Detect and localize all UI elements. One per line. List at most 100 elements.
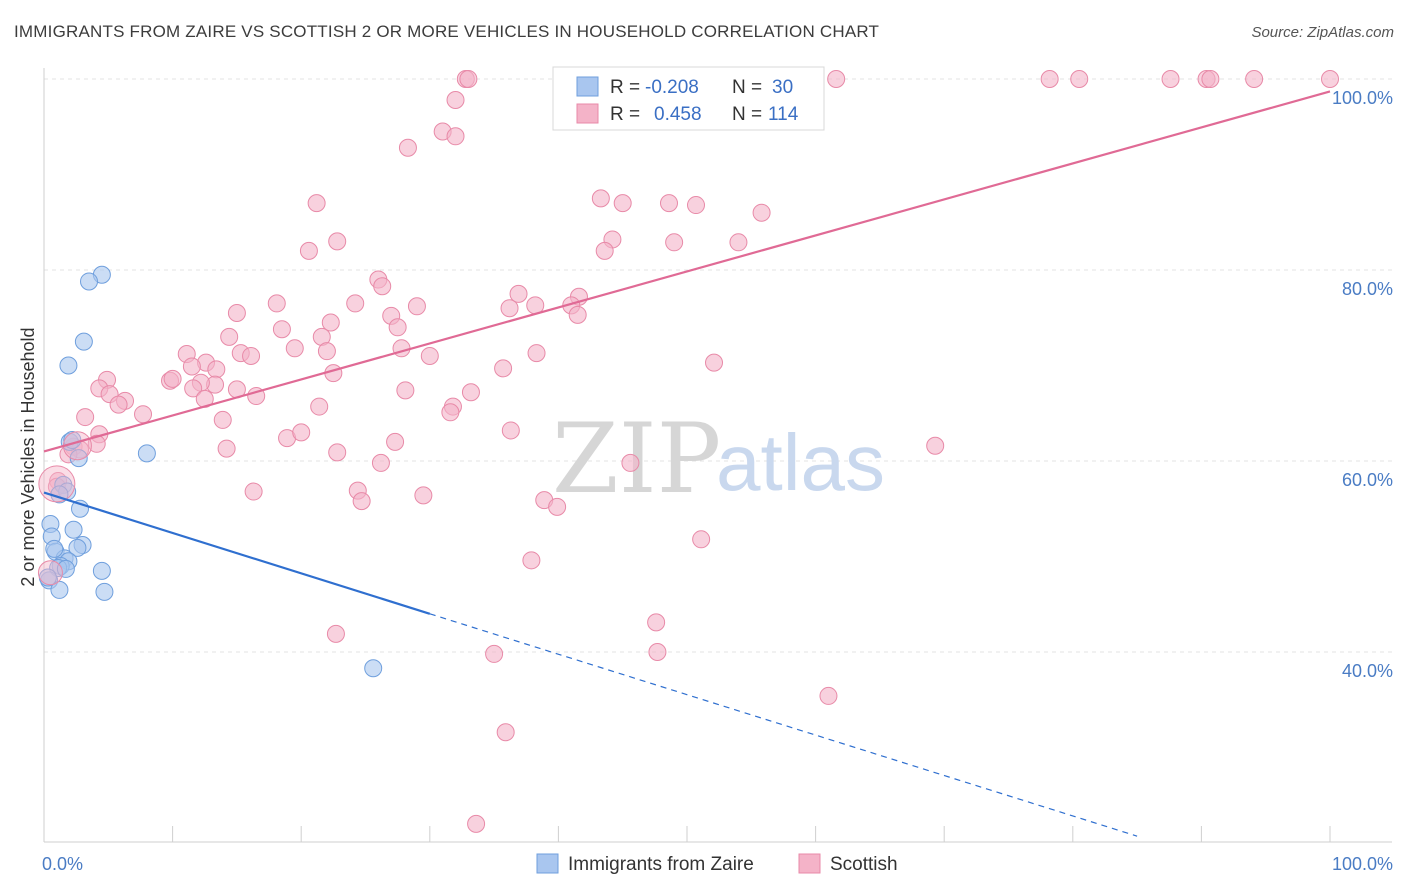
scottish-point: [819, 686, 838, 705]
scottish-point: [659, 194, 678, 213]
zaire-point: [95, 582, 114, 601]
scottish-point: [396, 381, 415, 400]
legend: R = -0.208 N = 30 R = 0.458 N = 114: [552, 66, 825, 131]
scottish-point: [705, 353, 724, 372]
y-axis-title: 2 or more Vehicles in Household: [18, 327, 38, 586]
zaire-point: [92, 561, 111, 580]
scottish-point: [522, 551, 541, 570]
trend-layer: [43, 90, 1331, 837]
scottish-point: [591, 189, 610, 208]
scottish-point: [328, 232, 347, 251]
scottish-point: [373, 277, 392, 296]
zaire-point: [80, 272, 99, 291]
zaire-point: [364, 659, 383, 678]
scottish-point: [207, 360, 226, 379]
scottish-point: [446, 127, 465, 146]
scottish-point: [729, 233, 748, 252]
scottish-point: [414, 486, 433, 505]
legend-n-value-zaire: 30: [772, 77, 793, 98]
scottish-point: [328, 443, 347, 462]
legend-r-label-scottish: R =: [610, 104, 640, 125]
legend-r-value-scottish: 0.458: [654, 104, 702, 125]
scottish-point: [926, 436, 945, 455]
scottish-point: [494, 359, 513, 378]
bottom-legend: Immigrants from Zaire Scottish: [536, 853, 898, 875]
zaire-trend-line: [43, 491, 431, 615]
scottish-point: [346, 294, 365, 313]
zaire-point: [64, 520, 83, 539]
scottish-point: [76, 408, 95, 427]
scottish-point: [500, 299, 519, 318]
scottish-point: [134, 405, 153, 424]
scottish-point: [509, 284, 528, 303]
legend-r-value-zaire: -0.208: [645, 77, 699, 98]
scottish-point: [242, 346, 261, 365]
chart-source: Source: ZipAtlas.com: [1251, 24, 1394, 41]
scottish-point: [109, 395, 128, 414]
legend-swatch-scottish: [576, 103, 599, 124]
scottish-point: [285, 339, 304, 358]
scottish-point: [441, 403, 460, 422]
scottish-point: [568, 305, 587, 324]
scottish-point: [386, 432, 405, 451]
scottish-point: [613, 194, 632, 213]
scottish-point: [292, 423, 311, 442]
scottish-point: [648, 643, 667, 661]
bottom-legend-swatch-scottish: [798, 853, 821, 874]
zaire-point: [45, 539, 64, 558]
y-tick-label: 100.0%: [1332, 88, 1393, 108]
watermark-atlas: atlas: [716, 418, 885, 507]
scottish-point: [321, 313, 340, 332]
scottish-point: [220, 327, 239, 346]
zaire-point: [74, 332, 93, 351]
scottish-point: [310, 397, 329, 416]
y-tick-label: 60.0%: [1342, 470, 1393, 490]
x-tick-label: 0.0%: [42, 854, 83, 874]
legend-r-label-zaire: R =: [610, 77, 640, 98]
zaire-point: [56, 559, 75, 578]
scottish-point: [621, 453, 640, 472]
scottish-point: [299, 241, 318, 260]
scottish-point: [182, 357, 201, 376]
scottish-point: [352, 492, 371, 511]
scottish-point: [501, 421, 520, 440]
scottish-trend-line: [43, 90, 1331, 453]
scottish-point: [420, 346, 439, 365]
legend-n-label-scottish: N =: [732, 104, 762, 125]
scottish-point: [459, 70, 478, 88]
scottish-point: [496, 723, 515, 742]
zaire-point: [68, 538, 87, 557]
scottish-point: [326, 624, 345, 643]
scottish-point: [217, 439, 236, 458]
scottish-point: [244, 482, 263, 501]
scottish-point: [827, 70, 846, 88]
scottish-point: [227, 303, 246, 322]
scottish-point: [1201, 70, 1220, 88]
scottish-point: [1161, 70, 1180, 88]
scottish-point: [595, 241, 614, 260]
axis-layer: 40.0% 60.0% 80.0% 100.0% 0.0% 100.0%: [42, 68, 1393, 874]
scottish-point: [307, 194, 326, 213]
scottish-point: [267, 294, 286, 313]
bottom-legend-swatch-zaire: [536, 853, 559, 874]
scottish-point: [446, 91, 465, 110]
scottish-point: [184, 379, 203, 398]
scottish-point: [213, 410, 232, 429]
scottish-point: [752, 203, 771, 222]
scottish-point: [485, 644, 504, 663]
scottish-point: [467, 814, 486, 833]
y-tick-label: 40.0%: [1342, 661, 1393, 681]
legend-n-label-zaire: N =: [732, 77, 762, 98]
scottish-point: [687, 196, 706, 215]
scottish-point-cluster: [37, 560, 63, 586]
zaire-point: [137, 444, 156, 463]
scottish-point: [392, 339, 411, 358]
zaire-point: [59, 356, 78, 375]
zaire-point: [50, 580, 69, 599]
scottish-point: [548, 497, 567, 516]
scottish-point: [1245, 70, 1264, 88]
scottish-point: [371, 453, 390, 472]
scottish-point: [163, 369, 182, 388]
scottish-point: [317, 342, 336, 361]
